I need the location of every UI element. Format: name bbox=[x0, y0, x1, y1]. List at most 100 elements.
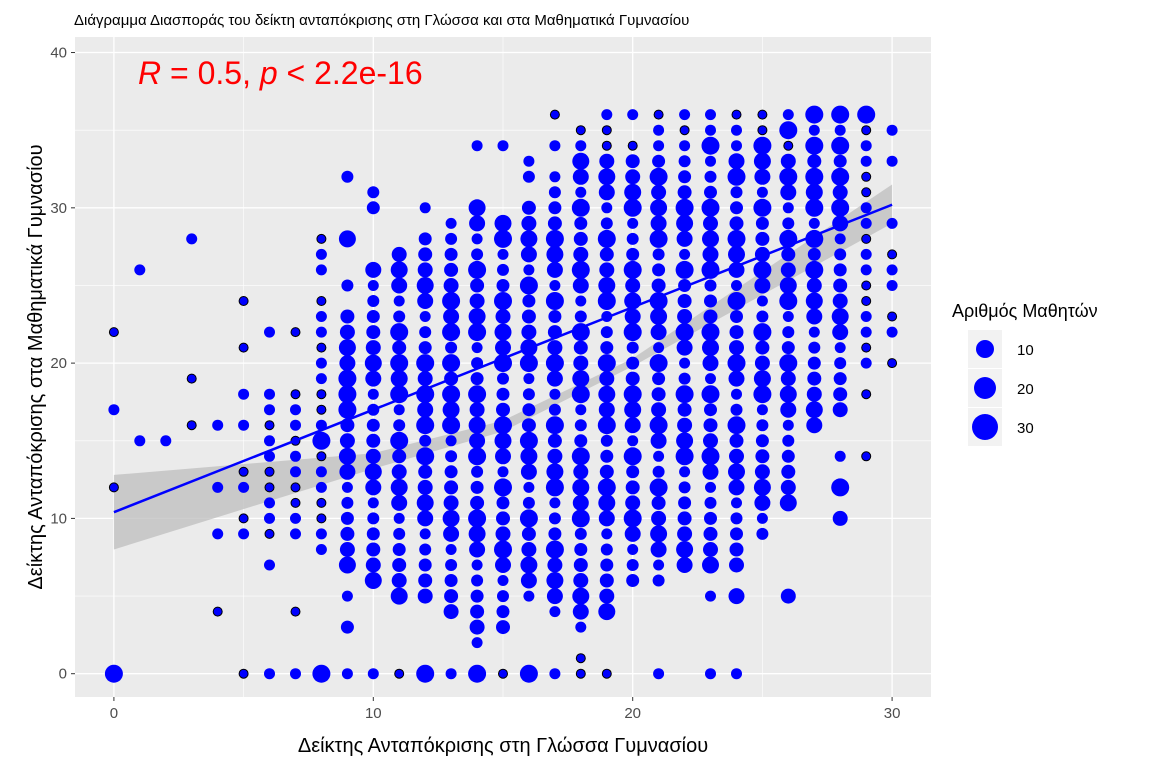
data-point bbox=[728, 479, 745, 496]
data-point bbox=[186, 373, 197, 384]
data-point bbox=[676, 541, 694, 558]
data-point bbox=[417, 262, 433, 278]
data-point bbox=[779, 121, 798, 140]
data-point bbox=[264, 528, 275, 539]
data-point bbox=[519, 276, 538, 295]
data-point bbox=[598, 603, 616, 621]
data-point bbox=[597, 229, 616, 248]
data-point bbox=[496, 387, 510, 401]
data-point bbox=[573, 340, 588, 355]
y-tick-label: 10 bbox=[50, 510, 67, 527]
data-point bbox=[574, 543, 588, 556]
data-point bbox=[496, 511, 510, 526]
data-point bbox=[572, 494, 589, 511]
data-point bbox=[857, 105, 876, 124]
data-point bbox=[649, 416, 668, 435]
data-point bbox=[575, 621, 587, 633]
data-point bbox=[675, 447, 694, 466]
data-point bbox=[470, 604, 485, 619]
data-point bbox=[108, 327, 119, 338]
data-point bbox=[782, 419, 794, 431]
data-point bbox=[755, 231, 770, 246]
data-point bbox=[468, 260, 487, 279]
data-point bbox=[626, 356, 640, 370]
data-point bbox=[365, 261, 382, 278]
data-point bbox=[444, 247, 458, 261]
data-point bbox=[365, 448, 381, 464]
data-point bbox=[312, 664, 331, 683]
data-point bbox=[494, 416, 512, 435]
data-point bbox=[653, 559, 665, 571]
data-point bbox=[653, 342, 665, 354]
data-point bbox=[727, 167, 746, 186]
data-point bbox=[600, 449, 614, 463]
data-point bbox=[756, 186, 768, 198]
data-point bbox=[701, 447, 720, 466]
data-point bbox=[780, 479, 796, 495]
data-point bbox=[807, 247, 821, 261]
data-point bbox=[549, 668, 561, 680]
data-point bbox=[704, 279, 717, 292]
data-point bbox=[521, 526, 536, 541]
data-point bbox=[805, 183, 823, 201]
data-point bbox=[808, 326, 820, 338]
data-point bbox=[315, 311, 327, 322]
data-point bbox=[497, 575, 509, 586]
data-point bbox=[519, 431, 538, 450]
data-point bbox=[861, 389, 872, 400]
data-point bbox=[238, 668, 249, 679]
data-point bbox=[676, 432, 694, 450]
data-point bbox=[831, 136, 850, 155]
data-point bbox=[442, 401, 460, 419]
data-point bbox=[860, 357, 872, 369]
data-point bbox=[860, 217, 872, 229]
data-point bbox=[290, 389, 301, 400]
data-point bbox=[860, 311, 872, 322]
data-point bbox=[545, 478, 564, 497]
data-point bbox=[705, 109, 716, 121]
data-point bbox=[703, 433, 718, 449]
data-point bbox=[444, 589, 459, 604]
data-point bbox=[468, 509, 487, 528]
regression-fit-line bbox=[113, 203, 893, 514]
data-point bbox=[783, 140, 794, 151]
data-point bbox=[390, 261, 408, 279]
data-point bbox=[704, 294, 717, 308]
data-point bbox=[390, 323, 409, 342]
data-point bbox=[522, 294, 536, 308]
data-point bbox=[470, 589, 484, 603]
data-point bbox=[442, 323, 461, 342]
data-point bbox=[445, 217, 457, 229]
data-point bbox=[832, 402, 848, 418]
data-point bbox=[391, 246, 407, 262]
data-point bbox=[886, 155, 898, 167]
data-point bbox=[650, 432, 667, 449]
data-point bbox=[390, 370, 408, 388]
data-point bbox=[548, 527, 562, 541]
data-point bbox=[471, 574, 484, 587]
data-point bbox=[341, 170, 354, 183]
data-point bbox=[601, 125, 612, 136]
data-point bbox=[264, 420, 275, 431]
data-point bbox=[574, 527, 587, 540]
data-point bbox=[416, 277, 434, 294]
data-point bbox=[730, 403, 743, 416]
data-point bbox=[390, 431, 409, 450]
data-point bbox=[623, 385, 642, 404]
data-point bbox=[469, 541, 486, 558]
data-point bbox=[495, 448, 511, 465]
data-point bbox=[675, 323, 694, 342]
data-point bbox=[548, 201, 562, 215]
data-point bbox=[729, 433, 744, 448]
data-point bbox=[572, 152, 590, 170]
data-point bbox=[367, 388, 379, 400]
legend-entry-label: 20 bbox=[1017, 381, 1034, 398]
data-point bbox=[571, 323, 590, 342]
data-point bbox=[417, 588, 433, 604]
data-point bbox=[730, 512, 743, 525]
data-point bbox=[575, 140, 587, 152]
data-point bbox=[805, 401, 823, 419]
data-point bbox=[701, 385, 720, 404]
data-point bbox=[290, 482, 301, 493]
